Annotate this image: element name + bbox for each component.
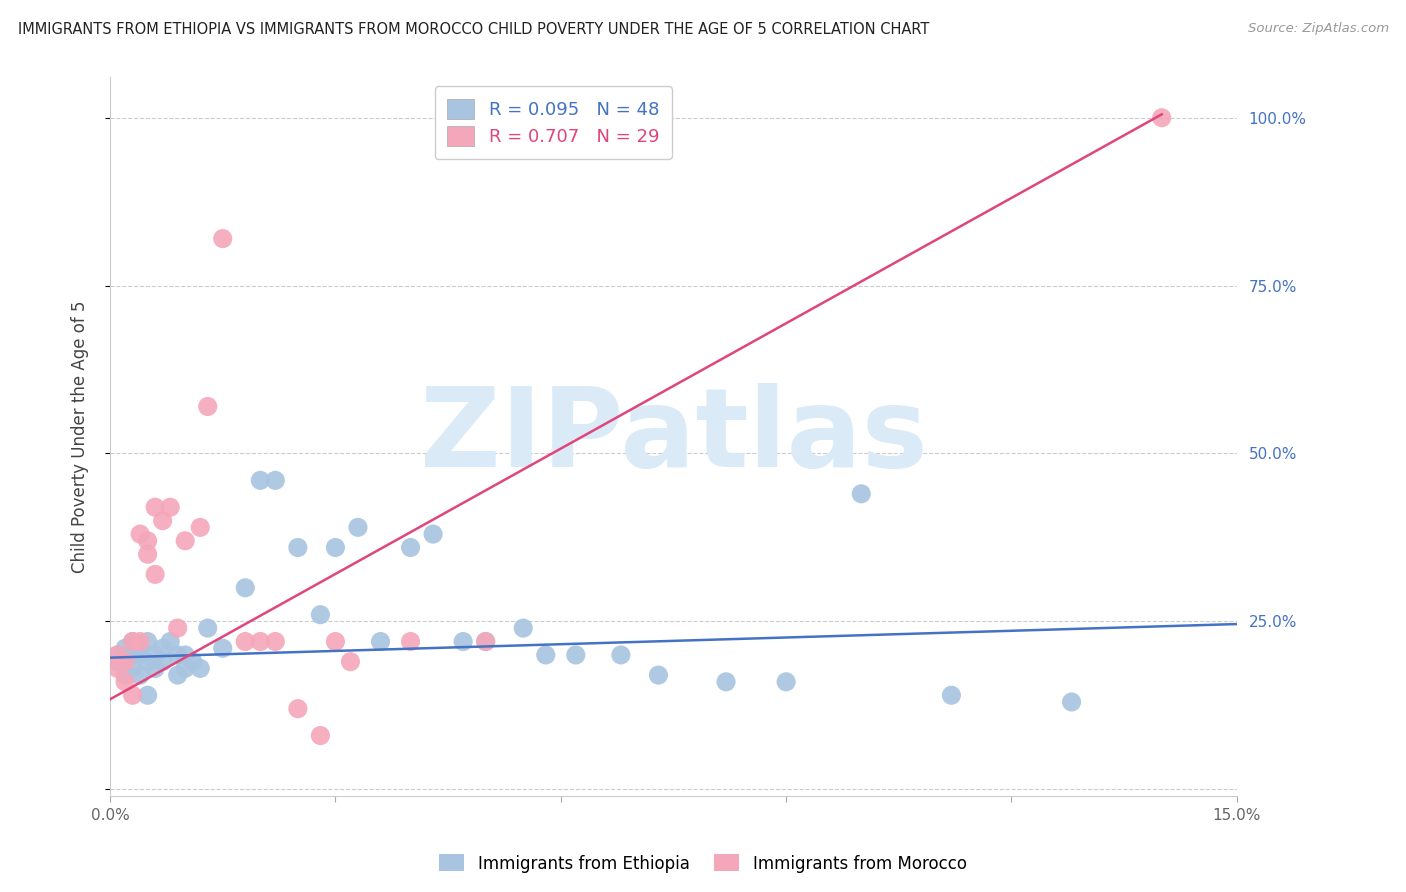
Point <box>399 541 422 555</box>
Point <box>174 533 197 548</box>
Point <box>197 621 219 635</box>
Point <box>714 674 737 689</box>
Point <box>152 514 174 528</box>
Point <box>166 621 188 635</box>
Point <box>249 634 271 648</box>
Point <box>1060 695 1083 709</box>
Point <box>174 661 197 675</box>
Point <box>211 231 233 245</box>
Point <box>121 634 143 648</box>
Point <box>143 648 166 662</box>
Point <box>121 634 143 648</box>
Point <box>107 648 129 662</box>
Legend: Immigrants from Ethiopia, Immigrants from Morocco: Immigrants from Ethiopia, Immigrants fro… <box>433 847 973 880</box>
Point <box>610 648 633 662</box>
Point <box>309 729 332 743</box>
Point <box>129 668 152 682</box>
Point <box>152 641 174 656</box>
Point <box>136 533 159 548</box>
Point <box>339 655 361 669</box>
Point <box>851 487 873 501</box>
Point <box>249 474 271 488</box>
Point <box>1150 111 1173 125</box>
Point <box>143 567 166 582</box>
Point <box>107 661 129 675</box>
Point <box>114 655 136 669</box>
Point <box>114 674 136 689</box>
Point <box>136 634 159 648</box>
Point <box>474 634 496 648</box>
Point <box>166 668 188 682</box>
Point <box>159 634 181 648</box>
Point <box>152 655 174 669</box>
Point <box>775 674 797 689</box>
Point <box>114 641 136 656</box>
Point <box>451 634 474 648</box>
Point <box>129 641 152 656</box>
Point <box>534 648 557 662</box>
Text: IMMIGRANTS FROM ETHIOPIA VS IMMIGRANTS FROM MOROCCO CHILD POVERTY UNDER THE AGE : IMMIGRANTS FROM ETHIOPIA VS IMMIGRANTS F… <box>18 22 929 37</box>
Point <box>565 648 588 662</box>
Point <box>121 688 143 702</box>
Point <box>143 500 166 515</box>
Point <box>264 634 287 648</box>
Point <box>136 655 159 669</box>
Point <box>136 688 159 702</box>
Point <box>188 661 211 675</box>
Point <box>264 474 287 488</box>
Point <box>121 648 143 662</box>
Legend: R = 0.095   N = 48, R = 0.707   N = 29: R = 0.095 N = 48, R = 0.707 N = 29 <box>434 87 672 159</box>
Point <box>233 634 256 648</box>
Point <box>166 648 188 662</box>
Point <box>370 634 392 648</box>
Point <box>211 641 233 656</box>
Point <box>129 634 152 648</box>
Point <box>174 648 197 662</box>
Point <box>114 668 136 682</box>
Point <box>197 400 219 414</box>
Point <box>941 688 963 702</box>
Point <box>188 520 211 534</box>
Point <box>129 527 152 541</box>
Text: Source: ZipAtlas.com: Source: ZipAtlas.com <box>1249 22 1389 36</box>
Point <box>474 634 496 648</box>
Point <box>325 541 347 555</box>
Point <box>399 634 422 648</box>
Point <box>136 547 159 561</box>
Point <box>129 648 152 662</box>
Point <box>647 668 669 682</box>
Point <box>422 527 444 541</box>
Point <box>512 621 534 635</box>
Point <box>325 634 347 648</box>
Point <box>107 655 129 669</box>
Text: ZIPatlas: ZIPatlas <box>419 384 928 491</box>
Point <box>287 701 309 715</box>
Y-axis label: Child Poverty Under the Age of 5: Child Poverty Under the Age of 5 <box>72 301 89 573</box>
Point <box>347 520 370 534</box>
Point <box>143 661 166 675</box>
Point <box>107 648 129 662</box>
Point <box>121 661 143 675</box>
Point <box>309 607 332 622</box>
Point <box>181 655 204 669</box>
Point <box>287 541 309 555</box>
Point <box>233 581 256 595</box>
Point <box>159 500 181 515</box>
